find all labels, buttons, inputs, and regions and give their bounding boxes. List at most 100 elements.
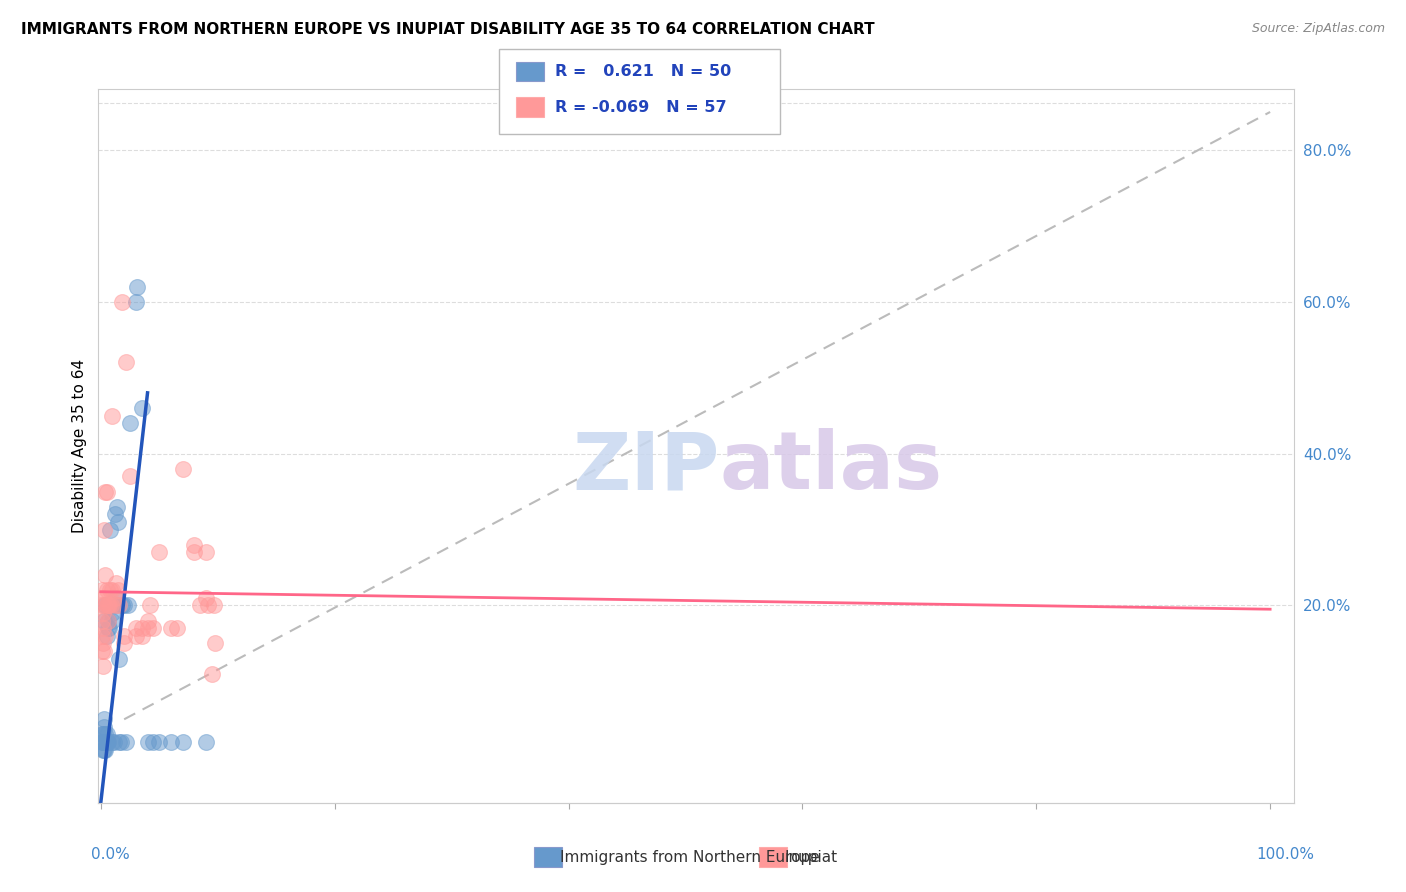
Point [118,469,141,483]
Point [125,621,148,635]
Text: Source: ZipAtlas.com: Source: ZipAtlas.com [1251,22,1385,36]
Point [104,508,127,522]
Point [201,666,224,681]
Point [96,735,118,749]
Point [96,629,118,643]
Point [111,599,134,613]
Point [115,735,138,749]
Point [148,735,170,749]
Point [125,279,148,293]
Point [90,614,112,628]
Point [112,629,135,643]
Point [93,599,115,613]
Point [97,599,120,613]
Point [97,599,120,613]
Point [136,614,159,628]
Point [195,545,218,559]
Point [125,629,148,643]
Point [115,355,138,369]
Point [97,621,120,635]
Point [112,599,135,613]
Point [91,606,114,620]
Point [172,735,194,749]
Point [91,636,114,650]
Point [104,591,127,605]
Point [96,583,118,598]
Point [103,735,125,749]
Point [91,727,114,741]
Text: Inupiat: Inupiat [785,850,838,864]
Point [100,599,122,613]
Point [98,583,121,598]
Point [183,538,205,552]
Point [94,599,117,613]
Point [131,401,153,415]
Point [188,599,211,613]
Point [172,462,194,476]
Text: atlas: atlas [720,428,943,507]
Point [96,727,118,741]
Text: IMMIGRANTS FROM NORTHERN EUROPE VS INUPIAT DISABILITY AGE 35 TO 64 CORRELATION C: IMMIGRANTS FROM NORTHERN EUROPE VS INUPI… [21,22,875,37]
Point [101,583,124,598]
Point [195,591,218,605]
Point [101,409,124,423]
Text: R = -0.069   N = 57: R = -0.069 N = 57 [555,100,727,114]
Point [91,735,114,749]
Point [118,416,141,430]
Point [91,591,114,605]
Point [105,500,128,514]
Point [107,583,129,598]
Point [108,599,131,613]
Point [94,484,117,499]
Point [93,523,115,537]
Point [93,720,115,734]
Text: 100.0%: 100.0% [1257,847,1315,862]
Point [160,621,183,635]
Point [107,515,129,529]
Point [160,735,183,749]
Point [117,599,139,613]
Point [97,621,120,635]
Text: 0.0%: 0.0% [91,847,131,862]
Point [90,583,112,598]
Point [91,621,114,635]
Point [98,523,121,537]
Point [142,735,165,749]
Point [94,568,117,582]
Point [93,735,115,749]
Point [142,621,165,635]
Text: R =   0.621   N = 50: R = 0.621 N = 50 [555,64,731,78]
Text: ZIP: ZIP [572,428,720,507]
Point [197,599,219,613]
Point [100,599,122,613]
Point [94,735,117,749]
Point [139,599,162,613]
Point [94,742,117,756]
Point [93,644,115,658]
Point [94,629,117,643]
Point [93,712,115,726]
Point [97,599,120,613]
Point [108,651,131,665]
Point [93,742,115,756]
Point [104,599,127,613]
Point [90,644,112,658]
Point [96,484,118,499]
Point [101,735,124,749]
Point [93,614,115,628]
Point [136,735,159,749]
Point [183,545,205,559]
Point [110,735,132,749]
Point [97,614,120,628]
Point [125,294,148,309]
Point [90,727,112,741]
Point [148,545,170,559]
Point [90,629,112,643]
Y-axis label: Disability Age 35 to 64: Disability Age 35 to 64 [72,359,87,533]
Point [104,591,127,605]
Point [104,599,127,613]
Point [111,294,134,309]
Point [91,659,114,673]
Point [90,735,112,749]
Point [108,735,131,749]
